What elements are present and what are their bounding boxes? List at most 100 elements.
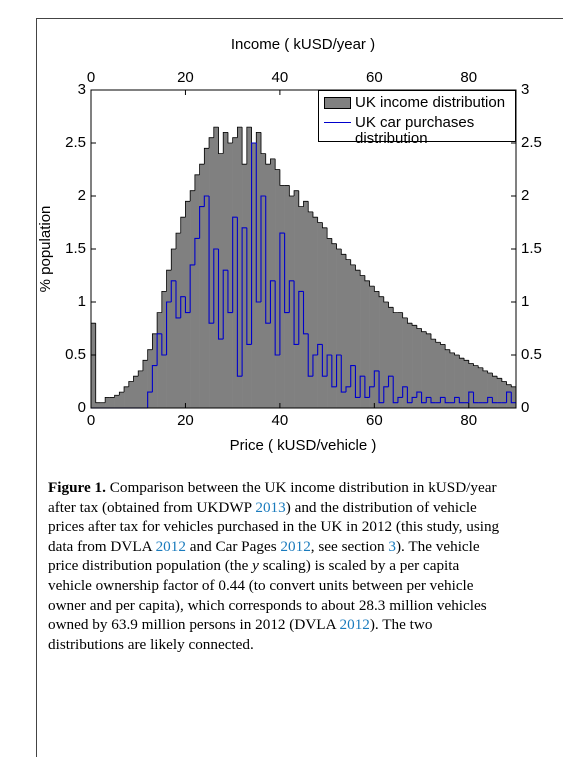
histogram-outline (185, 200, 191, 218)
citation-link[interactable]: 2013 (255, 498, 286, 516)
histogram-bar (431, 339, 437, 408)
histogram-outline (411, 323, 417, 326)
histogram-bar (388, 307, 394, 408)
histogram-bar (327, 238, 333, 408)
histogram-step (265, 196, 271, 324)
histogram-step (439, 396, 446, 403)
histogram-step (199, 206, 205, 239)
histogram-bar (364, 280, 370, 408)
histogram-outline (487, 370, 493, 374)
histogram-step (345, 386, 351, 393)
histogram-bar (336, 249, 342, 408)
histogram-outline (350, 259, 356, 266)
histogram-outline (236, 126, 243, 138)
citation-link[interactable]: 2012 (339, 616, 370, 634)
histogram-outline (416, 325, 422, 329)
histogram-bar (124, 386, 130, 408)
x2-tick-label: 60 (366, 69, 383, 86)
x-axis-label: Price ( kUSD/vehicle ) (230, 437, 377, 454)
histogram-bar (355, 270, 361, 408)
histogram-outline (458, 355, 465, 359)
histogram-step (340, 355, 346, 393)
y2-tick-label: 3 (521, 81, 529, 98)
histogram-step (161, 333, 167, 356)
histogram-outline (378, 291, 384, 298)
histogram-step (392, 376, 398, 404)
histogram-outline (482, 367, 488, 372)
citation-link[interactable]: 2012 (155, 537, 186, 555)
histogram-outline (114, 394, 120, 398)
histogram-step (213, 248, 219, 324)
histogram-bar (279, 185, 285, 408)
histogram-outline (218, 127, 224, 154)
histogram-step (217, 249, 224, 340)
histogram-outline (496, 376, 502, 379)
histogram-step (175, 280, 181, 319)
histogram-outline (166, 269, 172, 292)
histogram-bar (114, 395, 120, 408)
histogram-outline (161, 291, 167, 313)
citation-link[interactable]: 2012 (280, 537, 311, 555)
histogram-step (156, 333, 162, 366)
histogram-step (222, 269, 228, 340)
histogram-step (166, 301, 172, 355)
histogram-step (416, 391, 422, 398)
histogram-step (184, 296, 191, 314)
histogram-step (241, 227, 247, 377)
histogram-outline (321, 222, 328, 229)
caption-text: and Car Pages (185, 537, 281, 555)
histogram-bar (397, 312, 403, 408)
histogram-outline (440, 342, 446, 345)
histogram-outline (251, 127, 257, 144)
histogram-outline (373, 286, 380, 292)
histogram-outline (340, 249, 346, 255)
histogram-step (354, 365, 361, 398)
histogram-outline (491, 373, 498, 377)
histogram-outline (175, 232, 181, 249)
histogram-outline (425, 331, 431, 335)
histogram-outline (137, 370, 143, 377)
histogram-bar (237, 127, 243, 408)
citation-link[interactable]: 3 (388, 537, 396, 555)
histogram-outline (331, 238, 337, 245)
histogram-bar (393, 312, 399, 408)
histogram-bar (407, 323, 413, 408)
y-tick-label: 1.5 (65, 240, 86, 257)
histogram-bar (435, 342, 441, 408)
y-tick-label: 0.5 (65, 346, 86, 363)
histogram-bar (213, 127, 219, 408)
histogram-bar (308, 211, 314, 408)
histogram-bar (246, 127, 252, 408)
histogram-bar (322, 227, 328, 408)
histogram-step (510, 392, 516, 404)
histogram-step (236, 217, 243, 377)
histogram-bar (275, 169, 281, 408)
histogram-outline (213, 126, 219, 138)
histogram-bar (100, 402, 106, 408)
histogram-bar (421, 331, 427, 408)
histogram-bar (303, 201, 309, 408)
histogram-bar (464, 360, 470, 408)
histogram-bar (346, 259, 352, 408)
histogram-bar (497, 378, 503, 408)
histogram-outline (345, 254, 351, 260)
histogram-outline (123, 386, 129, 393)
histogram-outline (473, 363, 479, 366)
histogram-outline (270, 158, 276, 165)
histogram-outline (355, 264, 361, 271)
histogram-outline (265, 153, 271, 165)
histogram-step (383, 386, 389, 403)
histogram-outline (468, 360, 474, 364)
histogram-bar (478, 367, 484, 408)
y-tick-label: 0 (78, 399, 86, 416)
histogram-step (170, 280, 176, 302)
histogram-outline (208, 137, 214, 149)
figure-frame (36, 18, 563, 757)
histogram-bar (133, 376, 139, 408)
y2-tick-label: 2 (521, 187, 529, 204)
histogram-bar (284, 185, 290, 408)
histogram-outline (279, 169, 285, 186)
histogram-bar (492, 376, 498, 408)
x2-tick-label: 80 (460, 69, 477, 86)
